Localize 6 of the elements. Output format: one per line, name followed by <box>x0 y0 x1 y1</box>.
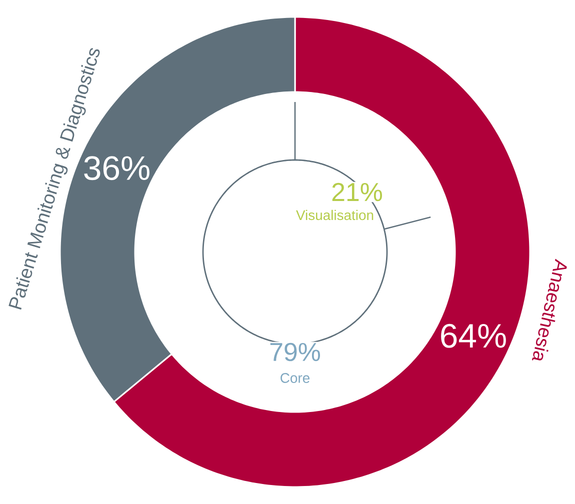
data-label: 36% <box>84 156 150 180</box>
slice-label: Visualisation <box>296 210 374 220</box>
data-label: 79% <box>270 342 320 362</box>
slice-label: Core <box>280 373 310 383</box>
data-label: 21% <box>332 182 382 202</box>
data-label: 64% <box>441 324 506 348</box>
